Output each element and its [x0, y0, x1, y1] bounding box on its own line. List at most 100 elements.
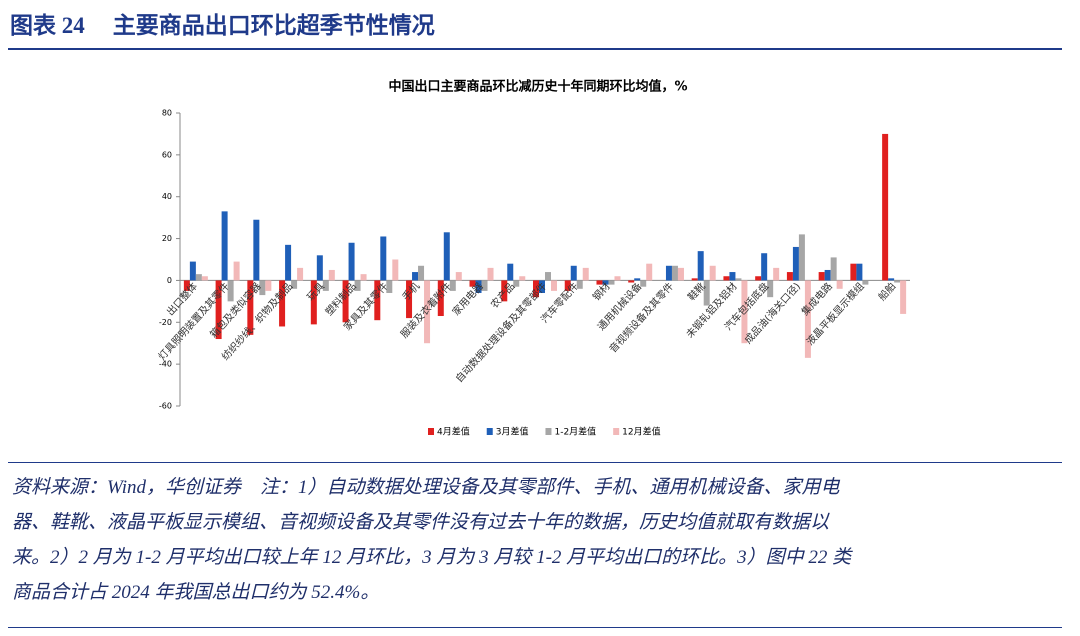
legend-swatch [545, 428, 552, 435]
bar [709, 265, 716, 281]
bar [418, 265, 425, 281]
y-tick-label: 60 [162, 150, 172, 159]
bar [786, 272, 793, 281]
bar [279, 280, 286, 327]
bar [894, 280, 901, 283]
bar [189, 261, 196, 281]
bar [545, 272, 551, 281]
y-tick-label: -40 [159, 360, 172, 369]
bar [755, 276, 762, 281]
bar [386, 280, 393, 293]
bar [253, 219, 260, 281]
bar [818, 272, 825, 281]
bar [519, 276, 526, 281]
bar [665, 265, 672, 281]
bar [507, 263, 514, 281]
bar [533, 280, 539, 298]
bar [437, 280, 444, 317]
bar [628, 280, 635, 283]
bar [285, 244, 292, 281]
bar [804, 280, 811, 358]
bar [487, 267, 494, 281]
footnote-line: 来。2）2 月为 1-2 月平均出口较上年 12 月环比，3 月为 3 月较 1… [12, 547, 852, 568]
legend-label: 4月差值 [437, 426, 470, 438]
bar [640, 280, 647, 287]
bar [856, 263, 863, 281]
bar [501, 280, 508, 302]
bar [183, 280, 190, 291]
bar [513, 280, 520, 287]
bar [201, 276, 208, 281]
bar [481, 280, 488, 291]
bar [310, 280, 317, 325]
bar [735, 278, 742, 281]
x-tick-label: 液晶平板显示模组 [803, 280, 866, 348]
figure-label: 图表 24 [10, 13, 85, 38]
bar [646, 263, 653, 281]
bar [798, 234, 805, 281]
bar [265, 280, 272, 291]
footnote-line: 器、鞋靴、液晶平板显示模组、音视频设备及其零件没有过去十年的数据，历史均值就取有… [12, 512, 830, 533]
bar [443, 232, 450, 281]
bar [539, 280, 545, 293]
bar [449, 280, 456, 291]
bar [354, 280, 361, 291]
bar [406, 280, 413, 319]
bar [374, 280, 381, 321]
bar [570, 265, 577, 281]
bar [221, 211, 228, 281]
bar [348, 242, 355, 281]
figure-title: 主要商品出口环比超季节性情况 [112, 13, 435, 38]
bar [697, 251, 704, 281]
bar [259, 280, 266, 296]
bar [316, 255, 323, 281]
chart: 中国出口主要商品环比减历史十年同期环比均值，% -60 -40 -20 0 20 40 60… [155, 79, 910, 438]
y-tick-label: -60 [159, 402, 172, 411]
bar [551, 280, 557, 291]
bar [888, 278, 895, 281]
footnote-line: 商品合计占 2024 年我国总出口约为 52.4%。 [12, 582, 380, 603]
y-tick-label: 0 [167, 276, 172, 285]
legend-swatch [428, 428, 434, 435]
bar [741, 280, 748, 344]
bar [564, 280, 571, 291]
bar [850, 263, 857, 281]
bar [469, 280, 476, 287]
header: 图表 24 主要商品出口环比超季节性情况 [10, 6, 463, 40]
bar [830, 257, 837, 281]
rule [8, 627, 1062, 628]
bar [773, 267, 780, 281]
bar [836, 280, 843, 289]
bar [291, 280, 298, 289]
bar [723, 276, 730, 281]
bar [424, 280, 431, 344]
footnote-line: 资料来源：Wind，华创证券 注：1）自动数据处理设备及其零部件、手机、通用机械… [12, 477, 840, 498]
bar [824, 269, 831, 281]
y-tick-label: -20 [159, 318, 172, 327]
bar [215, 280, 222, 340]
bar [596, 280, 603, 285]
chart-title: 中国出口主要商品环比减历史十年同期环比均值，% [388, 79, 687, 95]
bar [691, 278, 698, 281]
bar [475, 280, 482, 293]
bar [602, 280, 609, 285]
bar [729, 272, 736, 281]
legend-swatch [613, 428, 620, 435]
bar [882, 133, 889, 281]
bar [634, 278, 641, 281]
footnote: 资料来源：Wind，华创证券 注：1）自动数据处理设备及其零部件、手机、通用机械… [12, 470, 851, 610]
bar [703, 280, 710, 306]
legend-label: 3月差值 [496, 426, 529, 438]
rule [8, 48, 1062, 50]
bar [614, 276, 621, 281]
bar [233, 261, 240, 281]
bar [671, 265, 678, 281]
x-tick-label: 船舶 [875, 280, 898, 304]
bar [455, 272, 462, 281]
legend-label: 12月差值 [622, 426, 660, 438]
y-tick-label: 80 [162, 109, 172, 118]
bar [195, 274, 202, 281]
rule [8, 462, 1062, 463]
y-tick-label: 40 [162, 192, 172, 201]
